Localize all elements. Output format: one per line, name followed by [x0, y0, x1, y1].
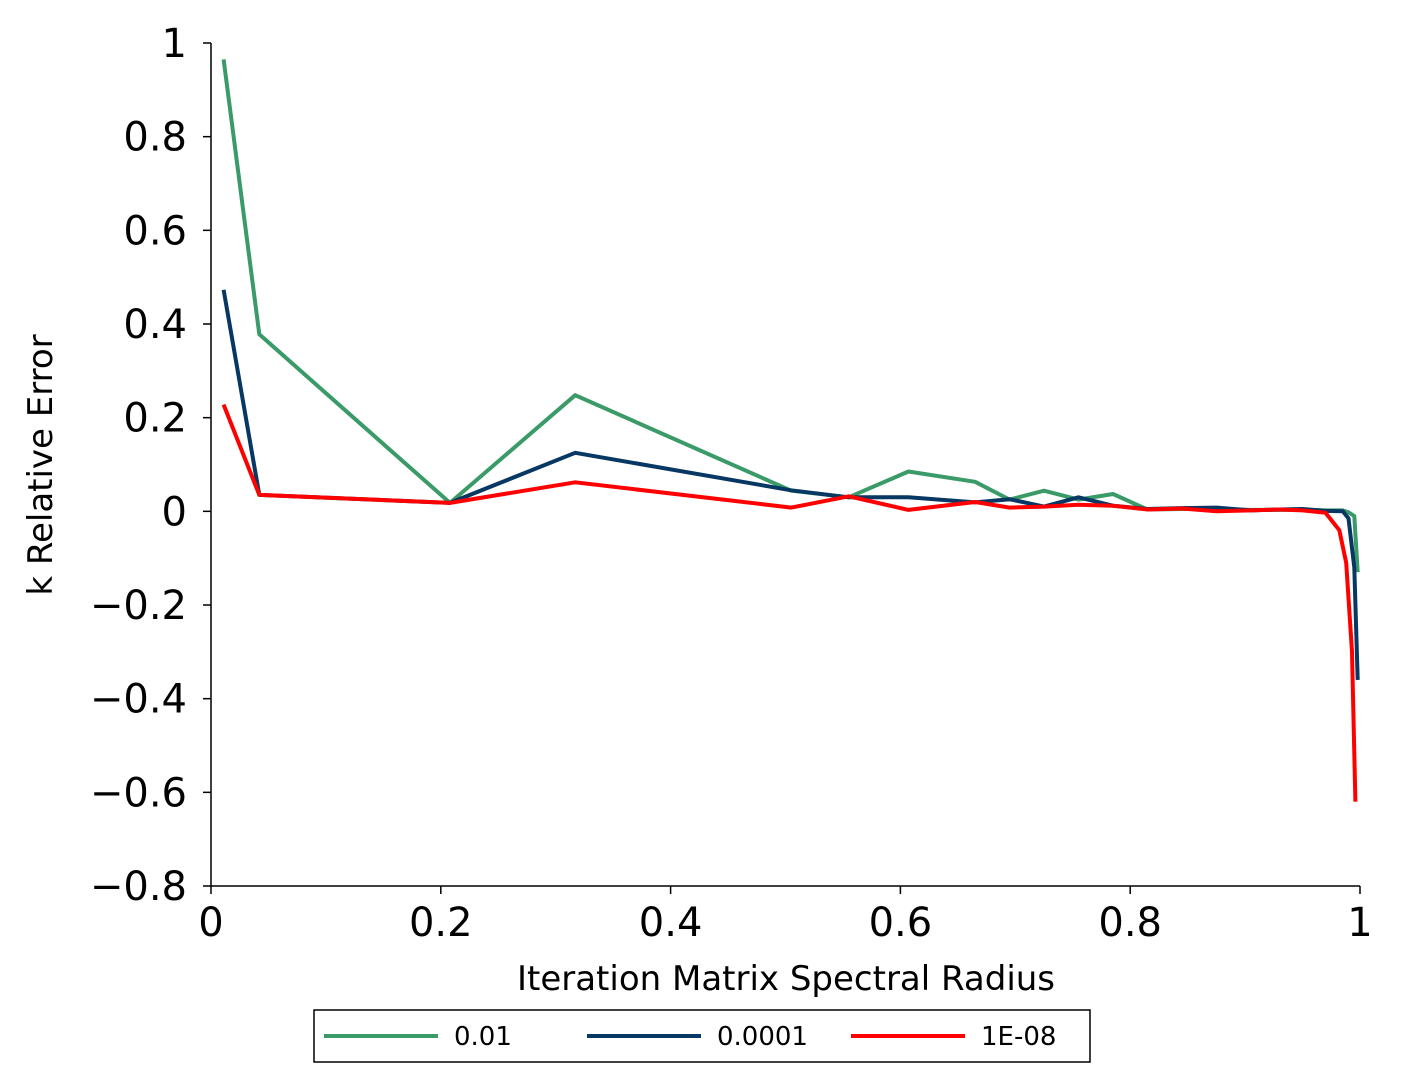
y-tick-label: 0.8 [123, 115, 187, 161]
series-line-1 [221, 289, 1360, 680]
y-tick-label: 0.2 [123, 396, 187, 442]
y-tick-label: 0.6 [123, 208, 187, 254]
x-tick-label: 0.8 [1098, 900, 1162, 946]
legend: 0.01 0.0001 1E-08 [313, 1009, 1091, 1063]
y-tick-label: −0.4 [90, 677, 187, 723]
y-tick-label: −0.8 [90, 864, 187, 910]
y-tick-label: 1 [162, 21, 187, 67]
x-axis-title: Iteration Matrix Spectral Radius [517, 959, 1055, 999]
y-tick-label: −0.2 [90, 583, 187, 629]
y-tick-label: 0.4 [123, 302, 187, 348]
y-tick-label: 0 [162, 489, 187, 535]
legend-label: 0.0001 [717, 1022, 808, 1052]
series-line-2 [221, 403, 1358, 802]
y-tick-label: −0.6 [90, 770, 187, 816]
x-tick-label: 0.4 [639, 900, 703, 946]
axes: 10.80.60.40.20−0.2−0.4−0.6−0.80 0.2 0.4 0.6… [90, 21, 1373, 946]
x-tick-label: 0.6 [869, 900, 933, 946]
x-tick-label: 1 [1347, 900, 1372, 946]
x-tick-label: 0 [198, 900, 223, 946]
legend-label: 0.01 [454, 1022, 512, 1052]
x-tick-label: 0.2 [409, 900, 473, 946]
y-axis-title: k Relative Error [21, 334, 61, 595]
series-layer [221, 59, 1360, 802]
series-line-0 [221, 59, 1360, 573]
legend-label: 1E-08 [981, 1022, 1056, 1052]
